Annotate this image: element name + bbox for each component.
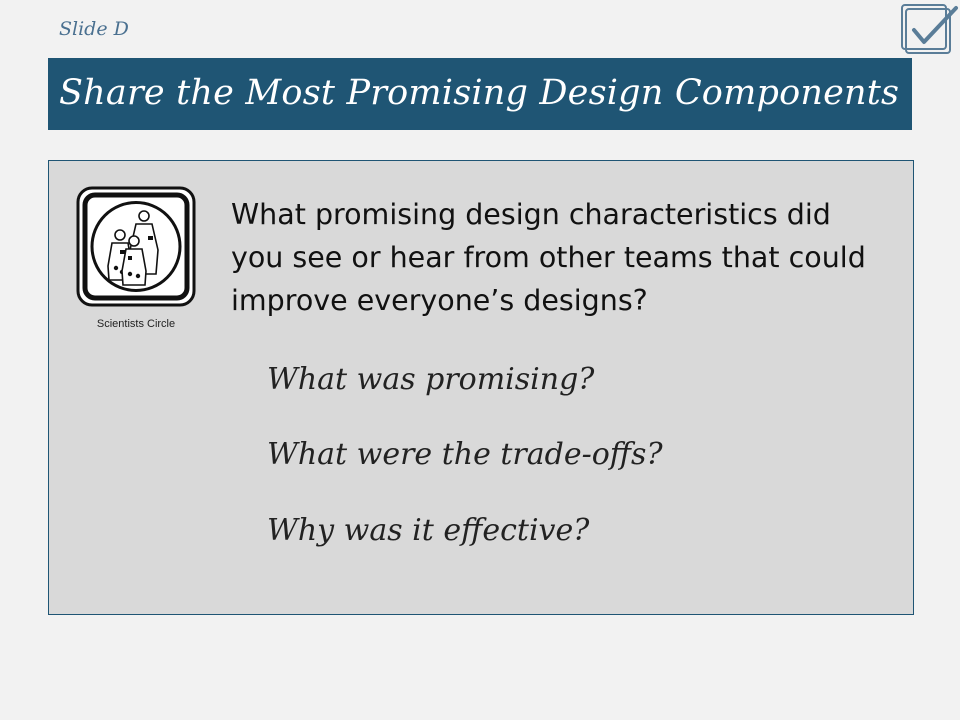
discussion-question: What promising design characteristics di… [231, 198, 866, 317]
title-bar: Share the Most Promising Design Componen… [48, 58, 912, 130]
slide-title: Share the Most Promising Design Componen… [59, 73, 900, 113]
logo-caption: Scientists Circle [96, 318, 176, 330]
prompt-promising: What was promising? [267, 362, 595, 397]
prompt-trade-offs: What were the trade-offs? [267, 437, 663, 472]
prompt-effective: Why was it effective? [267, 513, 590, 548]
scientists-circle-logo [76, 186, 196, 307]
slide-label: Slide D [59, 18, 129, 40]
checkbox-check-icon [901, 4, 958, 54]
content-box: Scientists Circle What promising design … [48, 160, 914, 615]
